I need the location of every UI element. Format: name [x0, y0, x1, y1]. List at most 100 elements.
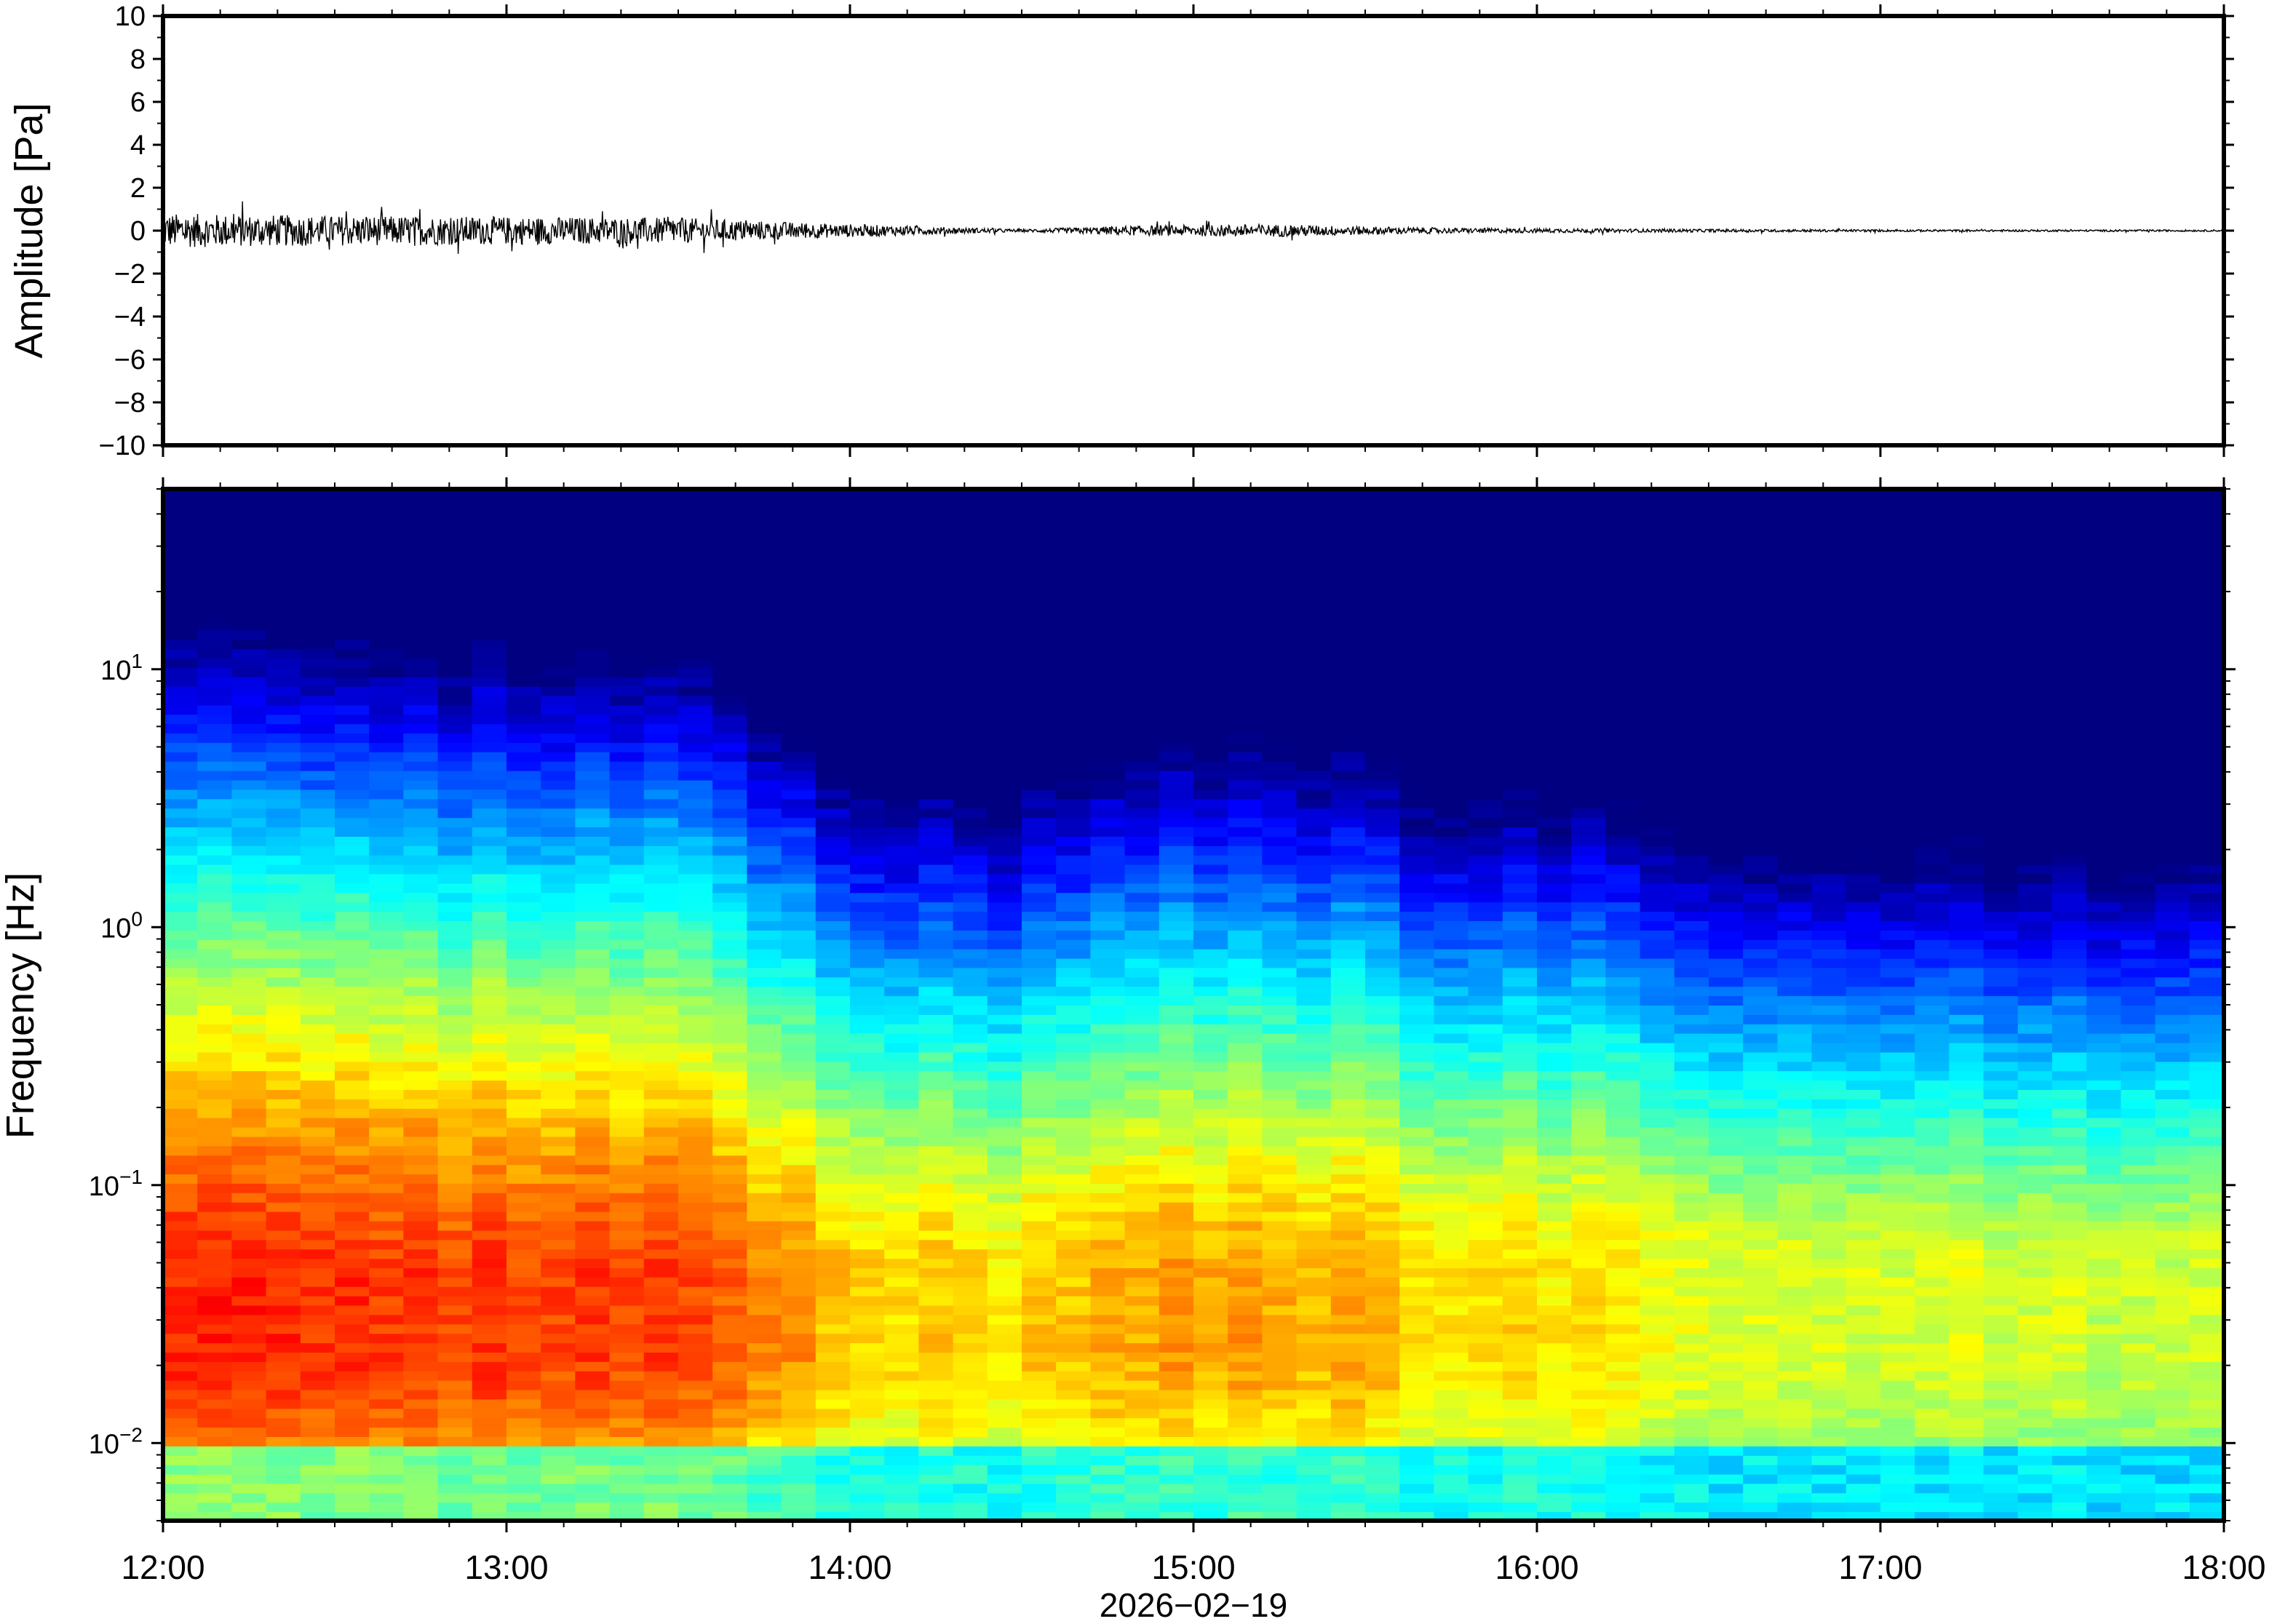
spectrogram-cell	[1571, 1136, 1607, 1147]
spectrogram-cell	[678, 1417, 714, 1428]
spectrogram-cell	[1434, 1511, 1469, 1521]
spectrogram-cell	[1537, 948, 1573, 959]
spectrogram-cell	[1262, 751, 1298, 762]
spectrogram-cell	[918, 939, 954, 950]
spectrogram-cell	[266, 1126, 301, 1137]
spectrogram-cell	[1296, 808, 1332, 819]
spectrogram-cell	[1434, 827, 1469, 837]
spectrogram-cell	[781, 1464, 816, 1475]
spectrogram-cell	[850, 1117, 886, 1128]
spectrogram-cell	[747, 760, 782, 771]
spectrogram-cell	[1159, 1080, 1194, 1090]
spectrogram-cell	[1640, 489, 1675, 499]
spectrogram-cell	[1502, 1427, 1538, 1437]
spectrogram-cell	[643, 676, 679, 687]
spectrogram-cell	[781, 1380, 816, 1390]
spectrogram-cell	[231, 873, 267, 884]
spectrogram-cell	[884, 582, 920, 593]
spectrogram-cell	[953, 920, 988, 931]
spectrogram-cell	[678, 714, 714, 725]
spectrogram-cell	[1056, 620, 1092, 631]
spectrogram-cell	[678, 1389, 714, 1400]
spectrogram-cell	[609, 808, 645, 819]
spectrogram-cell	[815, 1145, 851, 1156]
spectrogram-cell	[1640, 1211, 1675, 1222]
spectrogram-cell	[1537, 601, 1573, 612]
spectrogram-cell	[712, 911, 748, 921]
spectrogram-cell	[918, 695, 954, 706]
spectrogram-cell	[1605, 901, 1641, 912]
spectrogram-cell	[437, 610, 473, 621]
spectrogram-cell	[472, 873, 507, 884]
spectrogram-cell	[815, 1136, 851, 1147]
spectrogram-cell	[575, 1445, 611, 1456]
spectrogram-cell	[1296, 1164, 1332, 1174]
spectrogram-cell	[781, 948, 816, 959]
spectrogram-cell	[1056, 658, 1092, 668]
spectrogram-cell	[1571, 648, 1607, 658]
spectrogram-cell	[575, 1230, 611, 1241]
spectrogram-cell	[643, 1117, 679, 1128]
spectrogram-cell	[747, 704, 782, 715]
spectrogram-cell	[1365, 536, 1401, 546]
spectrogram-cell	[369, 929, 405, 940]
spectrogram-cell	[1605, 601, 1641, 612]
spectrogram-cell	[1640, 1445, 1675, 1456]
spectrogram-cell	[1228, 1276, 1263, 1287]
spectrogram-cell	[781, 1427, 816, 1437]
spectrogram-cell	[541, 507, 576, 518]
spectrogram-cell	[369, 1032, 405, 1043]
spectrogram-cell	[1022, 1042, 1057, 1053]
spectrogram-cell	[163, 1305, 199, 1315]
spectrogram-cell	[1228, 1211, 1263, 1222]
spectrogram-cell	[197, 892, 233, 903]
spectrogram-cell	[403, 1239, 439, 1250]
spectrogram-cell	[1537, 1258, 1573, 1268]
spectrogram-cell	[815, 1239, 851, 1250]
spectrogram-cell	[1468, 1032, 1503, 1043]
spectrogram-cell	[1159, 1398, 1194, 1409]
spectrogram-cell	[1468, 1370, 1503, 1381]
spectrogram-cell	[781, 1295, 816, 1306]
spectrogram-cell	[918, 1249, 954, 1259]
spectrogram-cell	[1468, 733, 1503, 744]
spectrogram-cell	[1434, 1389, 1469, 1400]
spectrogram-cell	[437, 1220, 473, 1231]
spectrogram-cell	[163, 1239, 199, 1250]
spectrogram-cell	[1330, 1454, 1366, 1465]
spectrogram-cell	[953, 770, 988, 781]
spectrogram-cell	[953, 1267, 988, 1278]
spectrogram-cell	[163, 1080, 199, 1090]
spectrogram-cell	[1605, 864, 1641, 875]
spectrogram-cell	[1640, 639, 1675, 650]
spectrogram-cell	[506, 911, 542, 921]
spectrogram-cell	[1640, 1023, 1675, 1034]
spectrogram-cell	[712, 507, 748, 518]
spectrogram-cell	[918, 948, 954, 959]
spectrogram-cell	[1159, 1389, 1194, 1400]
spectrogram-cell	[472, 1417, 507, 1428]
spectrogram-cell	[918, 770, 954, 781]
spectrogram-cell	[1296, 517, 1332, 528]
spectrogram-cell	[712, 1398, 748, 1409]
spectrogram-cell	[850, 1380, 886, 1390]
spectrogram-cell	[1399, 723, 1435, 734]
spectrogram-cell	[850, 1098, 886, 1109]
spectrogram-cell	[266, 695, 301, 706]
spectrogram-cell	[987, 1155, 1022, 1166]
spectrogram-cell	[884, 1080, 920, 1090]
spectrogram-cell	[1537, 1174, 1573, 1184]
spectrogram-cell	[1399, 827, 1435, 837]
spectrogram-cell	[1124, 1427, 1160, 1437]
spectrogram-cell	[1228, 1286, 1263, 1297]
spectrogram-cell	[1434, 639, 1469, 650]
spectrogram-cell	[1434, 648, 1469, 658]
spectrogram-cell	[643, 639, 679, 650]
spectrogram-cell	[712, 1098, 748, 1109]
spectrogram-cell	[231, 1005, 267, 1015]
spectrogram-cell	[1468, 629, 1503, 640]
spectrogram-cell	[1434, 1398, 1469, 1409]
spectrogram-cell	[1605, 1098, 1641, 1109]
spectrogram-cell	[987, 1136, 1022, 1147]
spectrogram-cell	[1468, 620, 1503, 631]
